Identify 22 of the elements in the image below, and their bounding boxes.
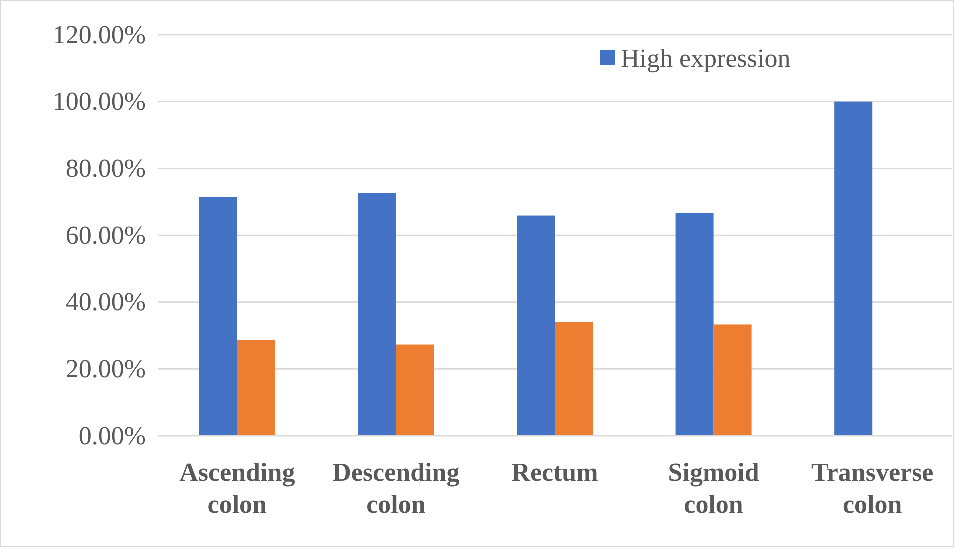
bar — [517, 216, 555, 436]
x-tick-label: Rectum — [512, 458, 599, 487]
bar — [396, 344, 434, 436]
bar — [199, 197, 238, 436]
x-tick-label: Transverse colon — [811, 458, 934, 519]
y-tick-label: 60.00% — [66, 220, 146, 250]
bar — [676, 213, 714, 436]
x-tick-label: Descending colon — [332, 458, 460, 519]
legend-label: High expression — [621, 44, 791, 74]
y-tick-label: 40.00% — [66, 288, 146, 317]
bar — [358, 193, 396, 436]
y-tick-label: 20.00% — [66, 354, 146, 384]
y-tick-label: 100.00% — [52, 87, 146, 116]
bar — [555, 322, 593, 436]
bar — [834, 102, 873, 436]
x-tick-label: Ascending colon — [180, 458, 296, 519]
y-tick-label: 0.00% — [78, 421, 146, 450]
y-tick-label: 120.00% — [52, 20, 146, 50]
bar — [237, 340, 276, 436]
bar — [714, 324, 752, 436]
x-tick-label: Sigmoid colon — [668, 458, 760, 519]
y-tick-label: 80.00% — [66, 154, 146, 183]
